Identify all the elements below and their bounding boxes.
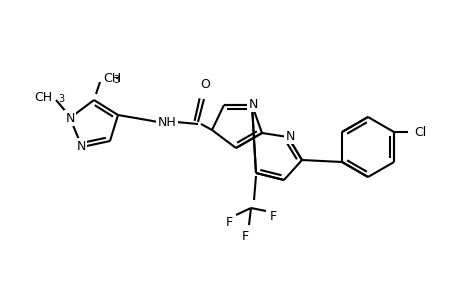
Text: N: N	[65, 112, 74, 124]
Text: NH: NH	[157, 116, 176, 128]
Text: N: N	[248, 98, 257, 110]
Text: Cl: Cl	[413, 125, 425, 139]
Text: CH: CH	[34, 91, 52, 103]
Text: F: F	[241, 230, 248, 244]
Text: N: N	[76, 140, 85, 152]
Text: 3: 3	[113, 75, 119, 85]
Text: N: N	[285, 130, 294, 142]
Text: 3: 3	[58, 94, 64, 104]
Text: O: O	[200, 78, 209, 91]
Text: F: F	[269, 209, 276, 223]
Text: F: F	[225, 215, 232, 229]
Text: CH: CH	[103, 71, 121, 85]
